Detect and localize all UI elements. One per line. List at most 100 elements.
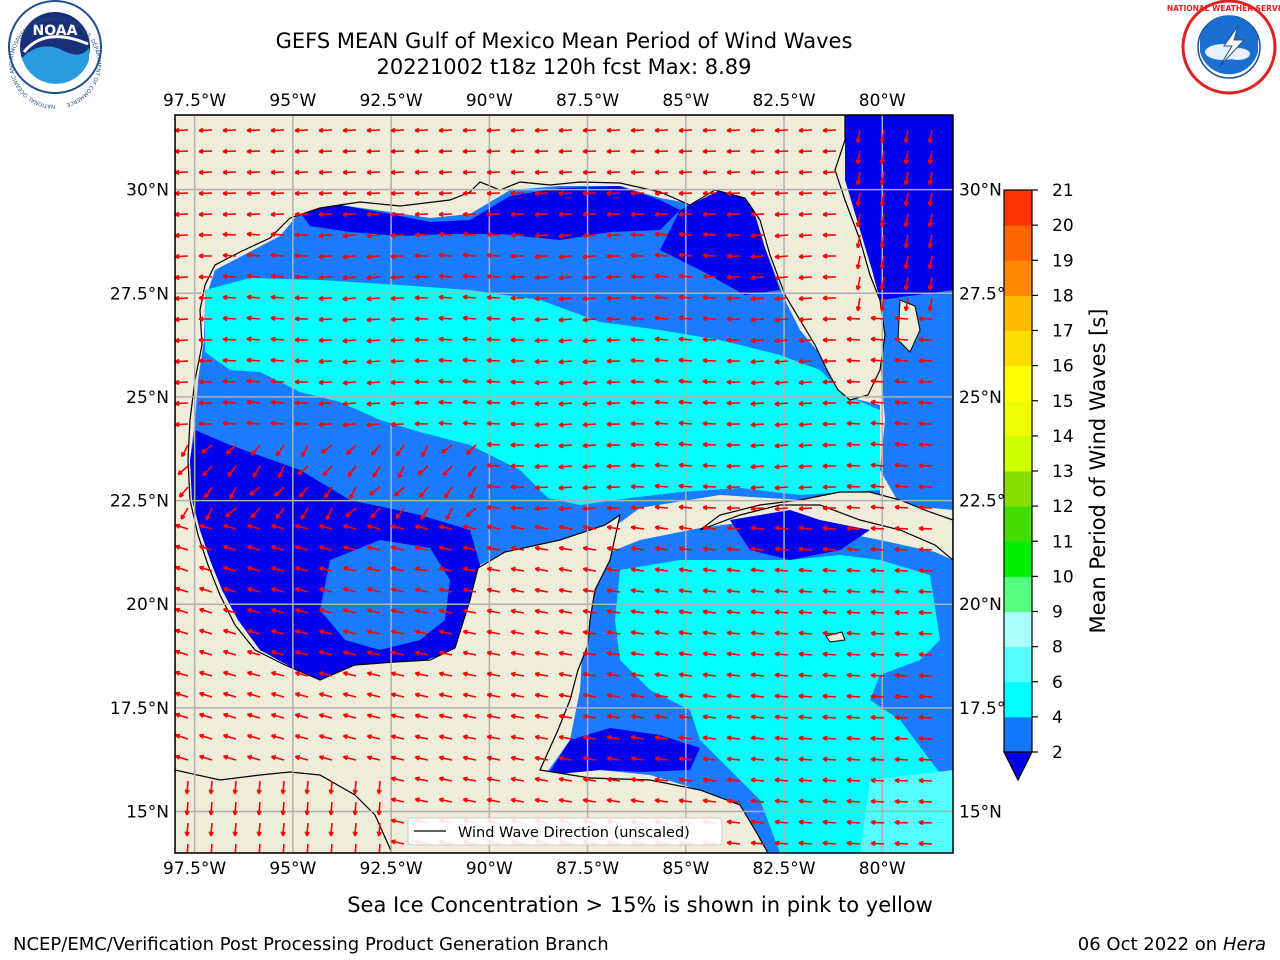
wave-direction-arrow: [175, 670, 189, 677]
wave-direction-arrow: [294, 755, 309, 761]
wave-direction-arrow: [246, 670, 261, 677]
wave-direction-arrow: [486, 169, 501, 176]
big-bend-waves-band-2-4: [660, 190, 780, 295]
wave-direction-arrow: [462, 420, 477, 426]
wave-direction-arrow: [270, 294, 285, 300]
wave-direction-arrow: [414, 734, 429, 740]
wave-direction-arrow: [175, 607, 189, 614]
wave-direction-arrow: [199, 712, 213, 719]
colorbar-tick-label: 14: [1052, 427, 1074, 447]
cuba-south-waves-band-2-4: [730, 510, 870, 560]
wave-direction-arrow: [462, 315, 477, 321]
wave-direction-arrow: [342, 359, 357, 365]
wave-direction-arrow: [534, 692, 549, 698]
wave-direction-arrow: [390, 776, 405, 782]
wave-direction-arrow: [678, 714, 693, 720]
wave-direction-arrow: [376, 780, 382, 795]
wave-direction-arrow: [198, 127, 213, 134]
latitude-labels-left: 30°N 27.5°N 25°N 22.5°N 20°N 17.5°N 15°N: [110, 181, 169, 823]
wave-direction-arrow: [246, 649, 261, 656]
wave-direction-arrow: [438, 252, 453, 258]
wave-direction-arrow: [222, 148, 237, 155]
wave-direction-arrow: [270, 420, 285, 426]
wave-direction-arrow: [486, 797, 501, 803]
wave-direction-arrow: [702, 609, 717, 615]
wave-direction-arrow: [462, 357, 477, 363]
wave-direction-arrow: [822, 148, 837, 155]
wave-direction-arrow: [222, 169, 237, 176]
wave-direction-arrow: [918, 337, 933, 343]
wave-direction-arrow: [870, 609, 885, 616]
wave-direction-arrow: [750, 672, 765, 678]
wave-direction-arrow: [199, 754, 213, 761]
wave-direction-arrow: [798, 840, 813, 846]
wave-direction-arrow: [750, 190, 765, 197]
lon-tick-label-bottom: 92.5°W: [360, 859, 423, 879]
wave-direction-arrow: [270, 733, 285, 740]
wave-direction-arrow: [798, 525, 813, 531]
wave-direction-arrow: [654, 546, 669, 552]
wave-direction-arrow: [774, 169, 789, 176]
wave-direction-arrow: [301, 444, 309, 458]
wave-direction-arrow: [702, 211, 717, 218]
colorbar-segment: [1004, 681, 1032, 718]
wave-direction-arrow: [414, 358, 429, 364]
wave-direction-arrow: [486, 211, 501, 218]
wave-direction-arrow: [678, 588, 693, 594]
wave-direction-arrow: [774, 296, 789, 302]
wave-direction-arrow: [294, 566, 309, 572]
wave-direction-arrow: [280, 801, 286, 816]
lon-tick-label-bottom: 85°W: [662, 859, 709, 879]
wave-direction-arrow: [225, 444, 237, 455]
colorbar-tick-label: 19: [1052, 251, 1074, 271]
wave-direction-arrow: [726, 169, 741, 176]
wave-direction-arrow: [558, 401, 573, 407]
wave-direction-arrow: [630, 609, 645, 615]
footer-date: 06 Oct 2022 on Hera: [1078, 934, 1266, 955]
wave-direction-arrow: [366, 338, 381, 344]
wave-direction-arrow: [184, 822, 190, 837]
wave-direction-arrow: [438, 420, 453, 426]
wave-direction-arrow: [582, 233, 597, 239]
wave-direction-arrow: [229, 486, 237, 500]
wave-direction-arrow: [250, 507, 261, 519]
wave-direction-arrow: [342, 254, 357, 260]
wave-direction-arrow: [879, 171, 886, 186]
lon-tick-label-bottom: 80°W: [859, 859, 906, 879]
wave-direction-arrow: [222, 273, 237, 280]
colorbar-segment: [1004, 225, 1032, 261]
wave-direction-arrow: [558, 148, 573, 155]
colorbar-tick-label: 10: [1052, 567, 1074, 587]
wave-direction-arrow: [798, 756, 813, 762]
wave-direction-arrow: [870, 693, 885, 700]
wave-direction-arrow: [798, 442, 813, 449]
wave-direction-arrow: [300, 507, 309, 520]
wave-direction-arrow: [510, 713, 525, 719]
lat-tick-label-left: 22.5°N: [110, 492, 169, 512]
wave-direction-arrow: [798, 777, 813, 783]
wave-direction-arrow: [342, 296, 357, 302]
wave-direction-arrow: [270, 399, 285, 405]
wave-direction-arrow: [630, 148, 645, 155]
wave-direction-arrow: [678, 567, 693, 573]
lat-tick-label-right: 22.5°N: [959, 492, 1018, 512]
wave-direction-arrow: [222, 754, 237, 761]
wave-direction-arrow: [414, 274, 429, 280]
wave-direction-arrow: [414, 127, 429, 134]
wave-direction-arrow: [606, 505, 621, 511]
wave-direction-arrow: [846, 840, 861, 846]
wave-direction-arrow: [198, 295, 213, 301]
wave-direction-arrow: [582, 380, 597, 386]
wave-direction-arrow: [870, 756, 885, 763]
wave-direction-arrow: [534, 650, 549, 656]
wave-direction-arrow: [294, 692, 309, 698]
wave-direction-arrow: [294, 316, 309, 322]
central-gulf-waves-band-6-8: [205, 278, 880, 505]
wave-direction-arrow: [462, 734, 477, 740]
wave-direction-arrow: [750, 275, 765, 281]
wave-direction-arrow: [486, 420, 501, 427]
wave-direction-arrow: [630, 399, 645, 406]
wave-direction-arrow: [246, 754, 261, 761]
colorbar-segment: [1004, 541, 1032, 577]
wave-direction-arrow: [855, 192, 862, 207]
